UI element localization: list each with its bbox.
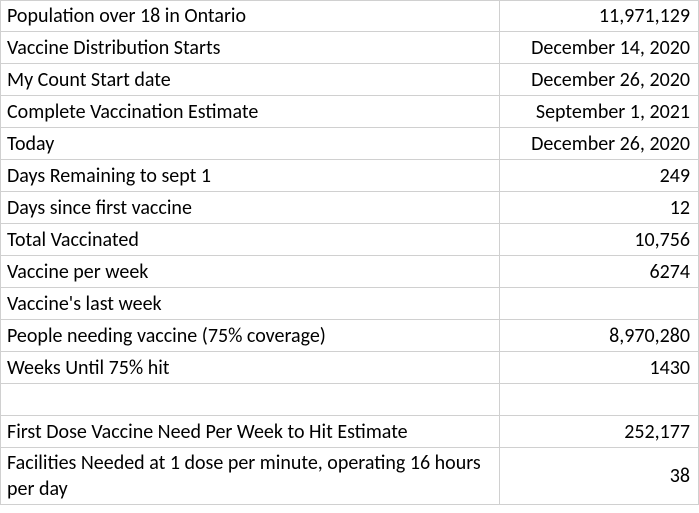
row-label: Days since first vaccine	[0, 192, 500, 224]
row-label: My Count Start date	[0, 64, 500, 96]
table-row: My Count Start dateDecember 26, 2020	[0, 64, 699, 96]
row-value: December 14, 2020	[500, 32, 699, 64]
row-value: 11,971,129	[500, 0, 699, 32]
row-value: December 26, 2020	[500, 64, 699, 96]
table-row	[0, 384, 699, 416]
row-label: Complete Vaccination Estimate	[0, 96, 500, 128]
table-row: Population over 18 in Ontario11,971,129	[0, 0, 699, 32]
row-label	[0, 384, 500, 416]
row-value: December 26, 2020	[500, 128, 699, 160]
table-row: Days since first vaccine12	[0, 192, 699, 224]
row-value: 8,970,280	[500, 320, 699, 352]
row-value: 252,177	[500, 416, 699, 448]
row-value: 1430	[500, 352, 699, 384]
row-value: September 1, 2021	[500, 96, 699, 128]
row-label: Vaccine Distribution Starts	[0, 32, 500, 64]
row-label: Days Remaining to sept 1	[0, 160, 500, 192]
row-value: 10,756	[500, 224, 699, 256]
row-label: Vaccine per week	[0, 256, 500, 288]
row-value	[500, 288, 699, 320]
table-row: Weeks Until 75% hit1430	[0, 352, 699, 384]
table-row: Days Remaining to sept 1249	[0, 160, 699, 192]
table-row: TodayDecember 26, 2020	[0, 128, 699, 160]
data-table: Population over 18 in Ontario11,971,129V…	[0, 0, 699, 505]
row-value: 6274	[500, 256, 699, 288]
table-row: Vaccine Distribution StartsDecember 14, …	[0, 32, 699, 64]
row-label: Facilities Needed at 1 dose per minute, …	[0, 448, 500, 505]
row-value: 249	[500, 160, 699, 192]
row-label: Today	[0, 128, 500, 160]
row-label: Weeks Until 75% hit	[0, 352, 500, 384]
table-row: Vaccine per week6274	[0, 256, 699, 288]
row-label: First Dose Vaccine Need Per Week to Hit …	[0, 416, 500, 448]
table-row: Facilities Needed at 1 dose per minute, …	[0, 448, 699, 505]
table-row: Vaccine's last week	[0, 288, 699, 320]
row-label: Population over 18 in Ontario	[0, 0, 500, 32]
table-row: Total Vaccinated10,756	[0, 224, 699, 256]
table-row: Complete Vaccination EstimateSeptember 1…	[0, 96, 699, 128]
table-row: First Dose Vaccine Need Per Week to Hit …	[0, 416, 699, 448]
row-label: Total Vaccinated	[0, 224, 500, 256]
row-value: 12	[500, 192, 699, 224]
row-label: Vaccine's last week	[0, 288, 500, 320]
row-value	[500, 384, 699, 416]
table-row: People needing vaccine (75% coverage)8,9…	[0, 320, 699, 352]
row-label: People needing vaccine (75% coverage)	[0, 320, 500, 352]
row-value: 38	[500, 448, 699, 505]
